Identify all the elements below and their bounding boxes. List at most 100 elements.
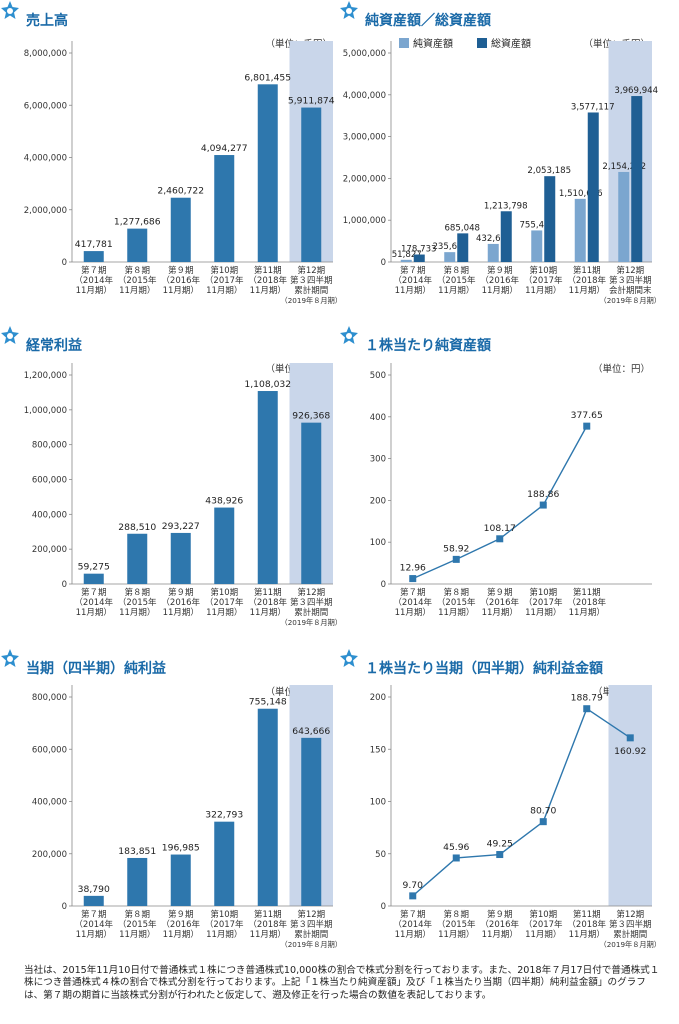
x-tick-label: 第８期 [124, 909, 150, 920]
data-label: 322,793 [205, 810, 243, 821]
chart-title: １株当たり当期（四半期）純利益金額 [365, 661, 603, 677]
x-tick-label: 第10期 [210, 265, 238, 276]
bar [257, 708, 278, 906]
y-tick-label: 200,000 [32, 545, 67, 555]
x-tick-label: 11月期） [438, 285, 474, 296]
x-tick-label: （2017年 [205, 919, 244, 930]
highlight-column [608, 685, 652, 906]
y-tick-label: 4,000,000 [343, 91, 386, 101]
net-income-chart-panel: 当期（四半期）純利益 （単位：千円） 0200,000400,000600,00… [0, 648, 339, 968]
data-label: 3,577,117 [571, 102, 615, 112]
bps-line-chart: 0100200300400500第７期（2014年11月期）第８期（2015年1… [370, 363, 652, 618]
legend-swatch [477, 38, 487, 48]
x-tick-label: 第11期 [254, 265, 282, 276]
y-tick-label: 600,000 [32, 476, 67, 486]
ordinary-profit-bar-chart: 0 200,000 400,000 600,000 800,000 1,000,000 1,… [24, 363, 339, 627]
x-tick-label: 第８期 [443, 265, 469, 276]
x-tick-label: （2016年 [161, 275, 200, 286]
data-label: 1,213,798 [484, 201, 528, 211]
y-tick-label: 800,000 [32, 441, 67, 451]
x-tick-label: 累計期間 [294, 607, 328, 618]
data-point [583, 422, 591, 430]
x-tick-label: （2015年 [118, 597, 157, 608]
x-tick-label: 11月期） [438, 607, 474, 618]
bar [214, 155, 235, 262]
y-tick-label: 150 [370, 745, 386, 755]
x-tick-label: 11月期） [250, 929, 286, 940]
x-tick-label: 第11期 [573, 909, 601, 920]
footnote: 当社は、2015年11月10日付で普通株式１株につき普通株式10,000株の割合… [24, 965, 660, 1001]
eps-chart-panel: １株当たり当期（四半期）純利益金額 （単位：円） 050100150200第７期… [339, 648, 678, 968]
highlight-column [608, 41, 652, 262]
bar-net-assets [400, 259, 412, 262]
y-tick-label: 0 [381, 258, 386, 268]
data-label: 417,781 [75, 239, 113, 250]
bar [170, 197, 191, 262]
assets-bar-chart: 0 1,000,000 2,000,000 3,000,000 4,000,000 5,0… [343, 37, 661, 305]
x-tick-label: （2017年 [205, 275, 244, 286]
data-point [496, 851, 504, 859]
bar [257, 391, 278, 584]
data-label: 2,154,272 [602, 162, 646, 172]
data-label: 3,969,944 [614, 86, 658, 96]
bar [301, 737, 322, 906]
brand-star-icon [340, 649, 358, 667]
data-point [409, 575, 417, 583]
y-tick-label: 4,000,000 [24, 154, 67, 164]
chart-title: 売上高 [26, 13, 68, 29]
x-tick-label: 11月期） [163, 929, 199, 940]
legend-label: 純資産額 [413, 37, 453, 50]
bar [257, 84, 278, 263]
x-tick-label: （2018年 [567, 275, 606, 286]
y-tick-label: 800,000 [32, 693, 67, 703]
y-tick-label: 200 [370, 693, 386, 703]
bar-total-assets [631, 96, 643, 263]
x-tick-label: （2018年 [567, 919, 606, 930]
x-tick-label: 第９期 [168, 265, 194, 276]
chart-title: １株当たり純資産額 [365, 338, 491, 354]
x-tick-label: 11月期） [395, 929, 431, 940]
x-tick-label: 11月期） [119, 607, 155, 618]
data-label: 80.70 [530, 806, 556, 817]
x-tick-label: 第10期 [529, 587, 557, 598]
y-tick-label: 5,000,000 [343, 49, 386, 59]
bar-net-assets [444, 252, 456, 262]
x-tick-label: 第９期 [168, 587, 194, 598]
y-tick-label: 1,200,000 [24, 371, 67, 381]
x-tick-label: 11月期） [525, 929, 561, 940]
x-tick-label: 11月期） [482, 929, 518, 940]
x-tick-label: 第７期 [400, 265, 426, 276]
x-tick-label: （2016年 [480, 919, 519, 930]
x-tick-label: （2018年 [248, 275, 287, 286]
data-label: 188.86 [527, 489, 559, 500]
x-tick-label: 第３四半期 [290, 597, 333, 608]
y-tick-label: 0 [62, 902, 67, 912]
x-tick-label: （2019年８月期） [600, 940, 661, 949]
data-label: 178,733 [401, 245, 437, 255]
x-tick-label: 11月期） [76, 929, 112, 940]
assets-chart-panel: 純資産額／総資産額 （単位：千円） 01,000,0002,000,0003,0… [339, 0, 678, 320]
y-tick-label: 200,000 [32, 850, 67, 860]
x-tick-label: 第７期 [81, 587, 107, 598]
y-tick-label: 100 [370, 798, 386, 808]
bar-total-assets [500, 211, 512, 262]
data-label: 12.96 [400, 563, 426, 574]
bar [83, 251, 104, 262]
x-tick-label: （2016年 [480, 275, 519, 286]
bar [170, 532, 191, 584]
y-tick-label: 600,000 [32, 745, 67, 755]
x-tick-label: 第３四半期 [609, 919, 652, 930]
data-label: 5,911,874 [288, 96, 335, 107]
data-label: 755,457 [519, 220, 555, 230]
x-tick-label: 第３四半期 [290, 275, 333, 286]
bar [301, 107, 322, 262]
x-tick-label: 第12期 [297, 265, 325, 276]
data-label: 1,277,686 [114, 217, 161, 228]
x-tick-label: 第10期 [210, 587, 238, 598]
y-tick-label: 0 [62, 580, 67, 590]
sales-bar-chart: 0 2,000,000 4,000,000 6,000,000 8,000,000 第７期… [24, 41, 339, 305]
x-tick-label: （2015年 [118, 275, 157, 286]
x-tick-label: 累計期間 [294, 285, 328, 296]
data-label: 45.96 [443, 842, 469, 853]
data-point [626, 734, 634, 742]
